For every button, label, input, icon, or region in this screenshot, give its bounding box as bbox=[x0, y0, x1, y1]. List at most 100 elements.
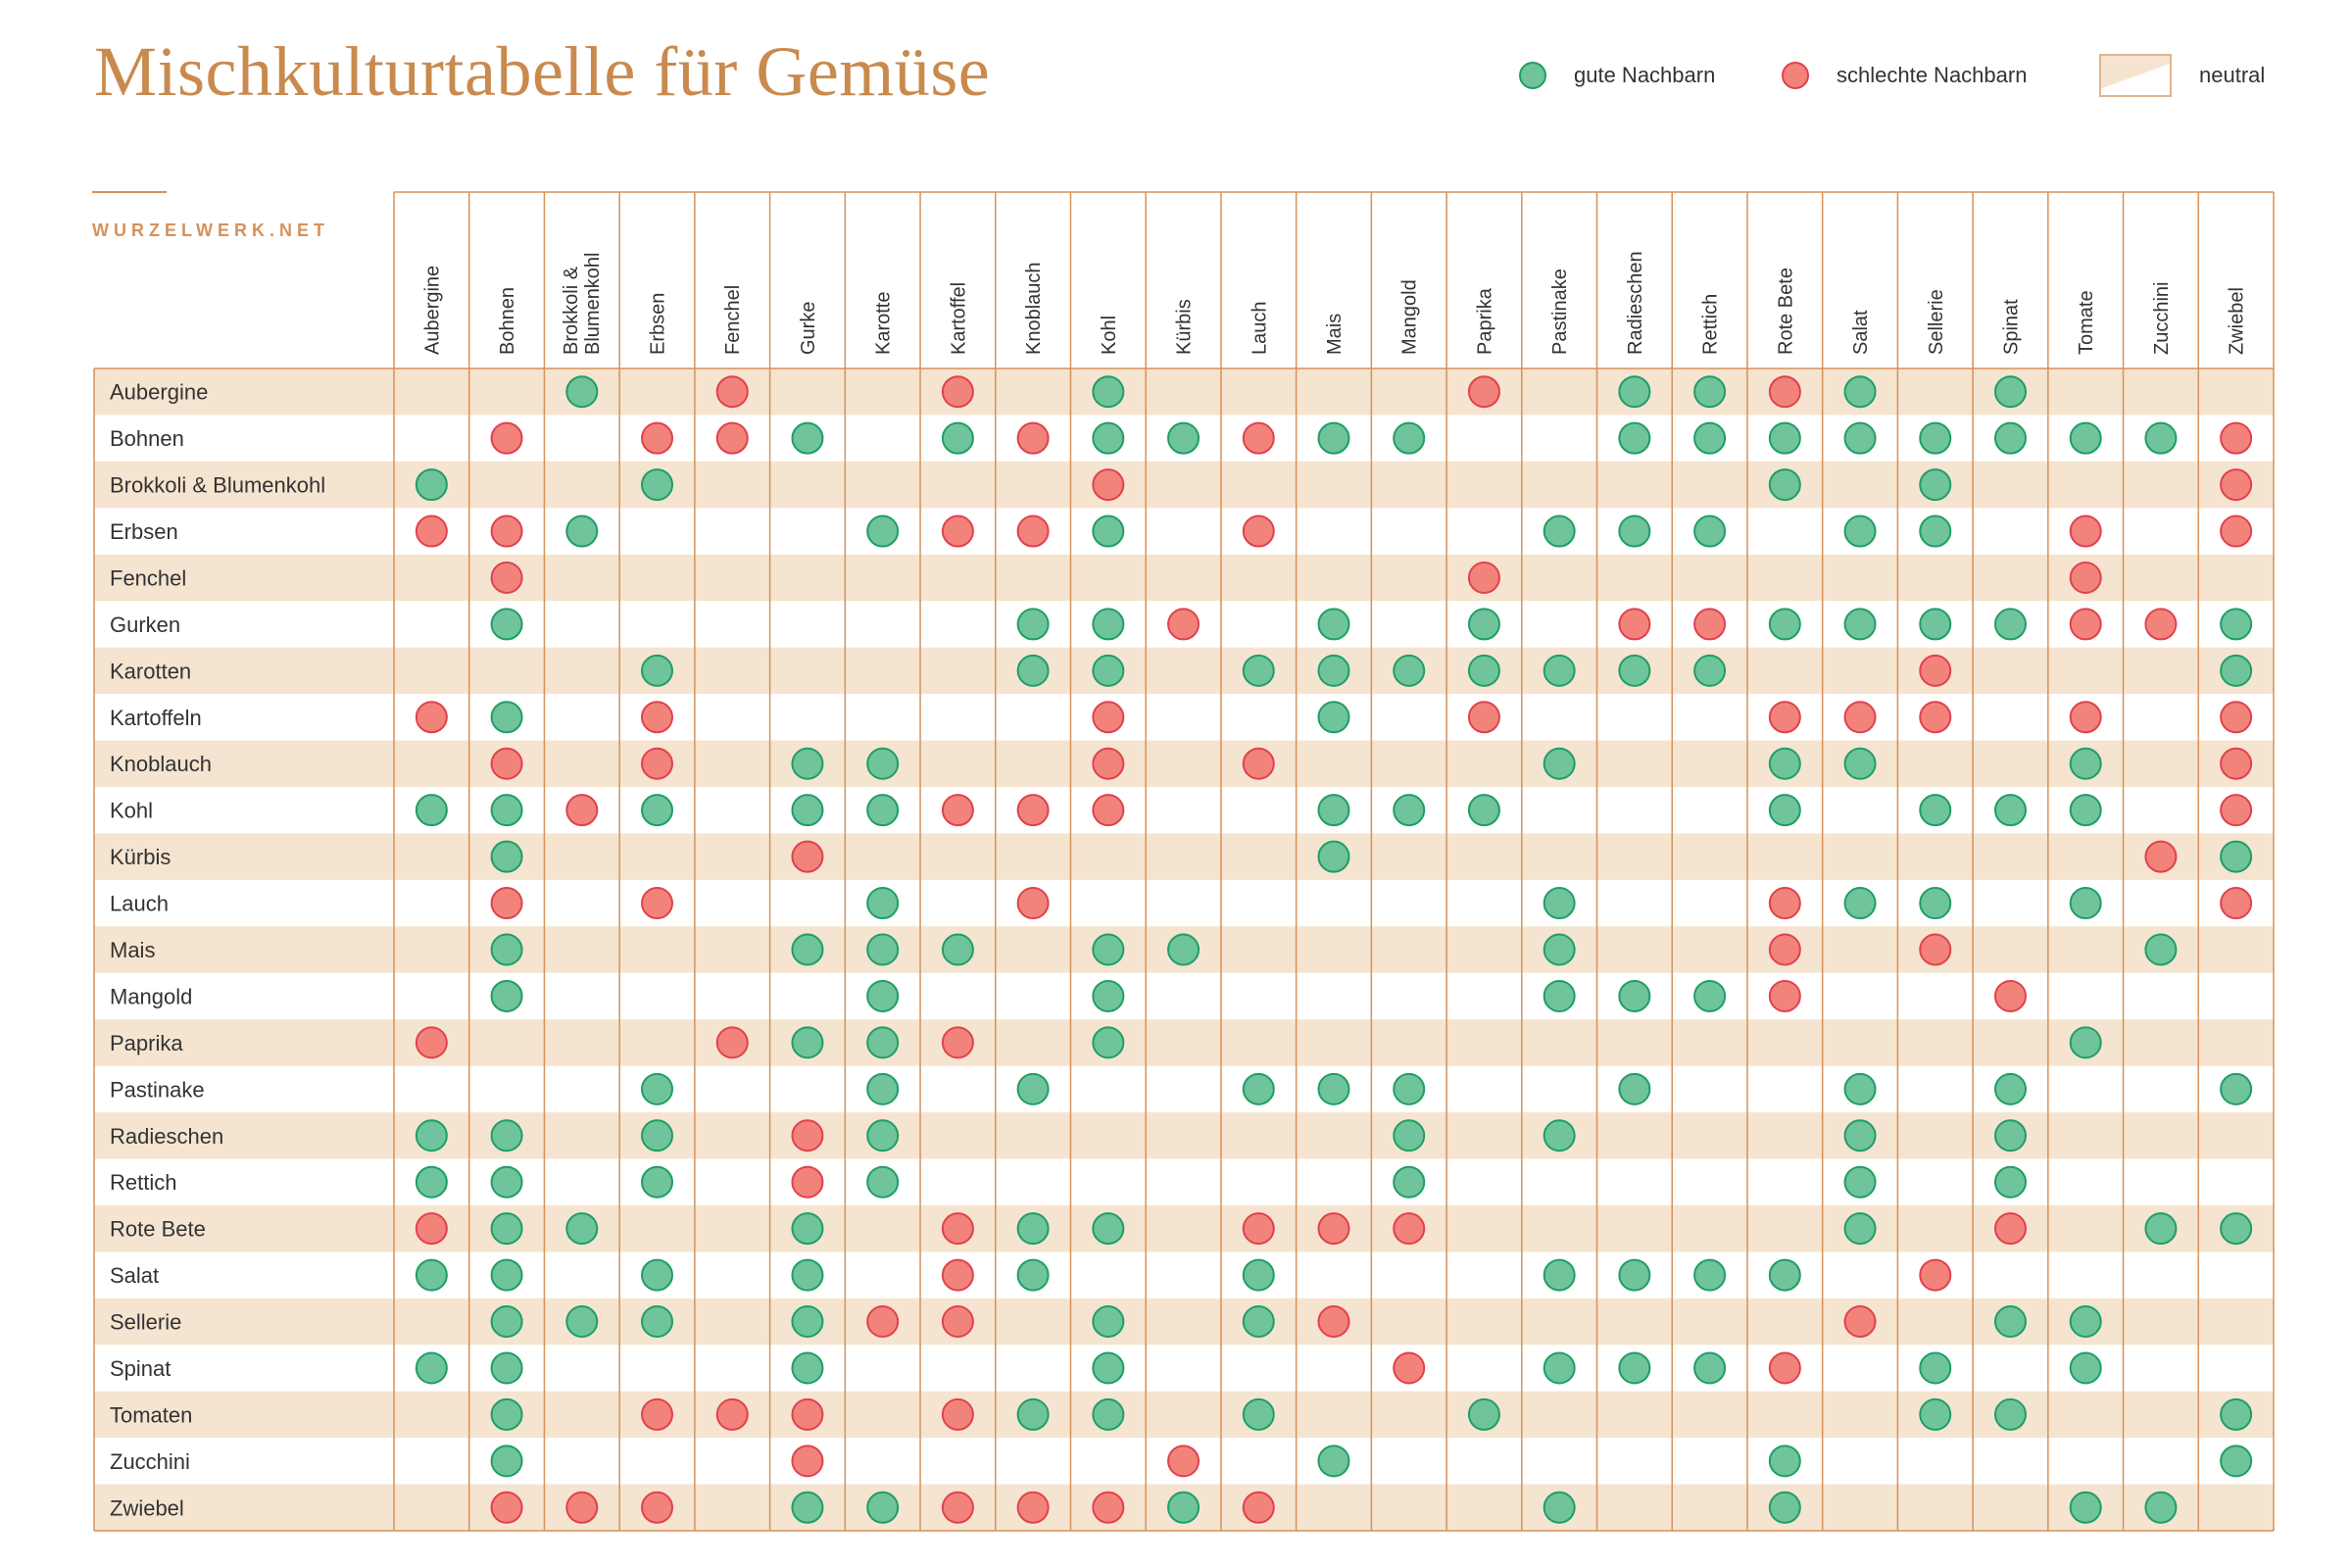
good-neighbor-dot bbox=[1693, 1258, 1727, 1292]
row-label: Brokkoli & Blumenkohl bbox=[110, 473, 325, 498]
bad-neighbor-dot bbox=[2220, 421, 2253, 455]
row-band bbox=[94, 368, 2274, 416]
bad-neighbor-dot bbox=[2220, 887, 2253, 920]
row-label: Zwiebel bbox=[110, 1495, 184, 1520]
column-header: Brokkoli &Blumenkohl bbox=[561, 252, 604, 355]
good-neighbor-dot bbox=[2069, 421, 2102, 455]
good-neighbor-dot bbox=[641, 1119, 674, 1152]
good-neighbor-dot bbox=[2144, 421, 2178, 455]
good-neighbor-dot bbox=[1843, 1119, 1877, 1152]
good-neighbor-dot bbox=[1016, 1212, 1050, 1246]
legend-label-bad: schlechte Nachbarn bbox=[1837, 63, 2028, 87]
good-neighbor-dot bbox=[1768, 747, 1801, 780]
legend-label-good: gute Nachbarn bbox=[1574, 63, 1716, 87]
bad-neighbor-dot bbox=[1393, 1351, 1426, 1385]
row-label: Fenchel bbox=[110, 565, 186, 590]
good-neighbor-dot bbox=[1693, 514, 1727, 548]
bad-neighbor-dot bbox=[2144, 840, 2178, 873]
bad-neighbor-dot bbox=[415, 701, 448, 734]
good-neighbor-dot bbox=[866, 1165, 900, 1199]
good-neighbor-dot bbox=[1317, 1445, 1350, 1478]
bad-neighbor-dot bbox=[1768, 1351, 1801, 1385]
bad-neighbor-dot bbox=[941, 794, 974, 827]
good-neighbor-dot-icon bbox=[1519, 62, 1546, 89]
good-neighbor-dot bbox=[2220, 1072, 2253, 1105]
bad-neighbor-dot bbox=[715, 1026, 749, 1059]
good-neighbor-dot bbox=[415, 468, 448, 502]
good-neighbor-dot bbox=[1543, 654, 1576, 687]
bad-neighbor-dot bbox=[2220, 514, 2253, 548]
good-neighbor-dot bbox=[791, 1305, 824, 1339]
bad-neighbor-dot bbox=[1768, 979, 1801, 1012]
good-neighbor-dot bbox=[791, 1026, 824, 1059]
bad-neighbor-dot bbox=[941, 375, 974, 409]
good-neighbor-dot bbox=[1618, 654, 1651, 687]
good-neighbor-dot bbox=[1693, 979, 1727, 1012]
bad-neighbor-dot bbox=[1092, 468, 1125, 502]
row-label: Sellerie bbox=[110, 1310, 181, 1335]
good-neighbor-dot bbox=[1768, 1491, 1801, 1524]
good-neighbor-dot bbox=[1317, 794, 1350, 827]
good-neighbor-dot bbox=[1242, 1072, 1275, 1105]
row-label: Salat bbox=[110, 1263, 159, 1288]
bad-neighbor-dot bbox=[1092, 794, 1125, 827]
good-neighbor-dot bbox=[1919, 1397, 1952, 1431]
good-neighbor-dot bbox=[1843, 375, 1877, 409]
bad-neighbor-dot bbox=[1092, 1491, 1125, 1524]
bad-neighbor-dot bbox=[490, 561, 523, 594]
good-neighbor-dot bbox=[1393, 654, 1426, 687]
good-neighbor-dot bbox=[641, 1258, 674, 1292]
bad-neighbor-dot bbox=[791, 1165, 824, 1199]
bad-neighbor-dot bbox=[1242, 514, 1275, 548]
bad-neighbor-dot bbox=[565, 1491, 599, 1524]
good-neighbor-dot bbox=[1393, 1119, 1426, 1152]
good-neighbor-dot bbox=[1242, 1305, 1275, 1339]
bad-neighbor-dot bbox=[941, 1491, 974, 1524]
bad-neighbor-dot bbox=[1993, 1212, 2027, 1246]
good-neighbor-dot bbox=[1467, 654, 1500, 687]
bad-neighbor-dot bbox=[1768, 701, 1801, 734]
good-neighbor-dot bbox=[490, 979, 523, 1012]
bad-neighbor-dot bbox=[866, 1305, 900, 1339]
good-neighbor-dot bbox=[1843, 887, 1877, 920]
good-neighbor-dot bbox=[1843, 747, 1877, 780]
good-neighbor-dot bbox=[1919, 468, 1952, 502]
good-neighbor-dot bbox=[1919, 514, 1952, 548]
bad-neighbor-dot bbox=[1317, 1305, 1350, 1339]
row-label: Tomaten bbox=[110, 1402, 192, 1427]
good-neighbor-dot bbox=[1543, 1119, 1576, 1152]
row-label: Bohnen bbox=[110, 426, 184, 451]
good-neighbor-dot bbox=[641, 654, 674, 687]
bad-neighbor-dot bbox=[2069, 514, 2102, 548]
good-neighbor-dot bbox=[641, 1165, 674, 1199]
bad-neighbor-dot bbox=[1092, 747, 1125, 780]
good-neighbor-dot bbox=[941, 933, 974, 966]
row-label: Paprika bbox=[110, 1031, 183, 1055]
bad-neighbor-dot bbox=[490, 421, 523, 455]
column-header: Tomate bbox=[2076, 290, 2097, 355]
column-header: Mangold bbox=[1399, 279, 1421, 355]
row-band bbox=[94, 1019, 2274, 1066]
good-neighbor-dot bbox=[565, 375, 599, 409]
good-neighbor-dot bbox=[1167, 1491, 1200, 1524]
good-neighbor-dot bbox=[1768, 1258, 1801, 1292]
good-neighbor-dot bbox=[1768, 468, 1801, 502]
bad-neighbor-dot bbox=[1092, 701, 1125, 734]
good-neighbor-dot bbox=[1092, 1212, 1125, 1246]
good-neighbor-dot bbox=[641, 1072, 674, 1105]
bad-neighbor-dot bbox=[791, 1397, 824, 1431]
bad-neighbor-dot bbox=[791, 840, 824, 873]
good-neighbor-dot bbox=[641, 468, 674, 502]
bad-neighbor-dot bbox=[1768, 887, 1801, 920]
good-neighbor-dot bbox=[791, 1258, 824, 1292]
bad-neighbor-dot bbox=[1317, 1212, 1350, 1246]
good-neighbor-dot bbox=[2220, 654, 2253, 687]
good-neighbor-dot bbox=[1092, 608, 1125, 641]
good-neighbor-dot bbox=[490, 1351, 523, 1385]
good-neighbor-dot bbox=[791, 747, 824, 780]
bad-neighbor-dot bbox=[490, 1491, 523, 1524]
column-header: Fenchel bbox=[722, 285, 744, 355]
good-neighbor-dot bbox=[1393, 421, 1426, 455]
good-neighbor-dot bbox=[641, 794, 674, 827]
good-neighbor-dot bbox=[1242, 1258, 1275, 1292]
